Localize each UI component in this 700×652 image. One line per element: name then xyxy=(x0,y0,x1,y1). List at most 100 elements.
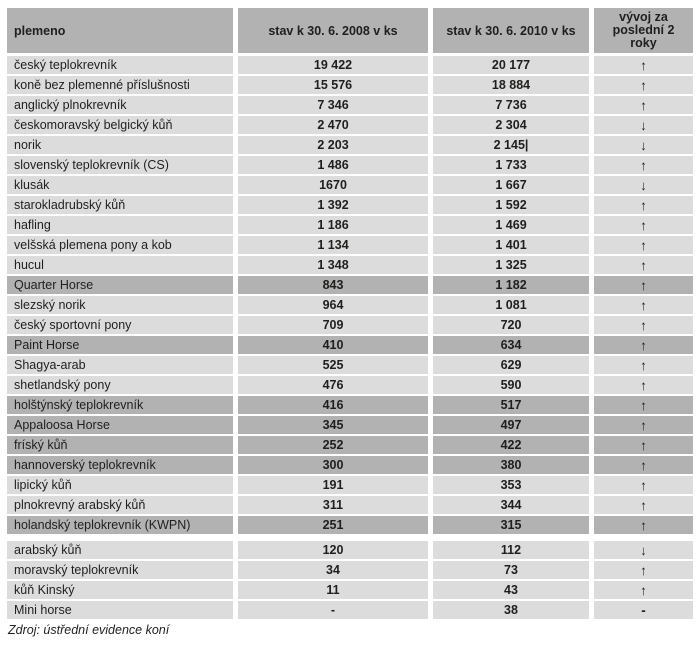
breed-cell: lipický kůň xyxy=(7,476,233,494)
trend-up-icon: ↑ xyxy=(594,581,693,599)
table-row: Shagya-arab 525 629 ↑ xyxy=(7,356,693,374)
breed-cell: český sportovní pony xyxy=(7,316,233,334)
value-2008-cell: 416 xyxy=(238,396,428,414)
value-2010-cell: 380 xyxy=(433,456,589,474)
table-row: arabský kůň 120 112 ↓ xyxy=(7,541,693,559)
trend-up-icon: ↑ xyxy=(594,476,693,494)
trend-up-icon: ↑ xyxy=(594,376,693,394)
table-row: hannoverský teplokrevník 300 380 ↑ xyxy=(7,456,693,474)
value-2010-cell: 1 469 xyxy=(433,216,589,234)
value-2010-cell: 1 667 xyxy=(433,176,589,194)
value-2008-cell: 1670 xyxy=(238,176,428,194)
breed-cell: kůň Kinský xyxy=(7,581,233,599)
value-2010-cell: 2 304 xyxy=(433,116,589,134)
value-2008-cell: 11 xyxy=(238,581,428,599)
table-bottom-body: arabský kůň 120 112 ↓ moravský teplokrevník 3… xyxy=(7,541,693,619)
trend-up-icon: ↑ xyxy=(594,256,693,274)
table-row: shetlandský pony 476 590 ↑ xyxy=(7,376,693,394)
table-row: plnokrevný arabský kůň 311 344 ↑ xyxy=(7,496,693,514)
value-2008-cell: 15 576 xyxy=(238,76,428,94)
table-row: český sportovní pony 709 720 ↑ xyxy=(7,316,693,334)
value-2008-cell: 1 486 xyxy=(238,156,428,174)
table-row: hucul 1 348 1 325 ↑ xyxy=(7,256,693,274)
value-2008-cell: 300 xyxy=(238,456,428,474)
value-2008-cell: 252 xyxy=(238,436,428,454)
breed-cell: plnokrevný arabský kůň xyxy=(7,496,233,514)
table-row: moravský teplokrevník 34 73 ↑ xyxy=(7,561,693,579)
breed-cell: Quarter Horse xyxy=(7,276,233,294)
value-2010-cell: 422 xyxy=(433,436,589,454)
trend-up-icon: ↑ xyxy=(594,416,693,434)
value-2008-cell: 34 xyxy=(238,561,428,579)
value-2008-cell: 120 xyxy=(238,541,428,559)
table-row: Appaloosa Horse 345 497 ↑ xyxy=(7,416,693,434)
breed-cell: anglický plnokrevník xyxy=(7,96,233,114)
table-row: kůň Kinský 11 43 ↑ xyxy=(7,581,693,599)
value-2010-cell: 112 xyxy=(433,541,589,559)
table-row: Mini horse -38- xyxy=(7,601,693,619)
header-cell-2010: stav k 30. 6. 2010 v ks xyxy=(433,8,589,53)
value-2008-cell: 345 xyxy=(238,416,428,434)
trend-down-icon: ↓ xyxy=(594,176,693,194)
table-row: starokladrubský kůň 1 392 1 592 ↑ xyxy=(7,196,693,214)
trend-up-icon: ↑ xyxy=(594,196,693,214)
breed-cell: moravský teplokrevník xyxy=(7,561,233,579)
value-2008-cell: 525 xyxy=(238,356,428,374)
value-2010-cell: 344 xyxy=(433,496,589,514)
breed-cell: holandský teplokrevník (KWPN) xyxy=(7,516,233,534)
table-row: holandský teplokrevník (KWPN) 251 315 ↑ xyxy=(7,516,693,534)
value-2010-cell: 2 145| xyxy=(433,136,589,154)
value-2008-cell: 476 xyxy=(238,376,428,394)
trend-up-icon: ↑ xyxy=(594,96,693,114)
breed-cell: fríský kůň xyxy=(7,436,233,454)
value-2010-cell: 1 081 xyxy=(433,296,589,314)
trend-up-icon: ↑ xyxy=(594,336,693,354)
trend-up-icon: ↑ xyxy=(594,516,693,534)
table-row: velšská plemena pony a kob 1 134 1 401 ↑ xyxy=(7,236,693,254)
breed-cell: Mini horse xyxy=(7,601,233,619)
value-2010-cell: 1 592 xyxy=(433,196,589,214)
trend-up-icon: ↑ xyxy=(594,276,693,294)
value-2010-cell: 1 182 xyxy=(433,276,589,294)
table-row: Paint Horse 410 634 ↑ xyxy=(7,336,693,354)
value-2008-cell: 1 392 xyxy=(238,196,428,214)
trend-up-icon: ↑ xyxy=(594,316,693,334)
trend-flat-dash: - xyxy=(594,601,693,619)
table-row: Quarter Horse 843 1 182 ↑ xyxy=(7,276,693,294)
table-row: hafling 1 186 1 469 ↑ xyxy=(7,216,693,234)
value-2010-cell: 18 884 xyxy=(433,76,589,94)
value-2010-cell: 629 xyxy=(433,356,589,374)
breed-cell: hannoverský teplokrevník xyxy=(7,456,233,474)
trend-up-icon: ↑ xyxy=(594,236,693,254)
value-2008-cell: - xyxy=(238,601,428,619)
table-row: koně bez plemenné příslušnosti 15 576 18 8… xyxy=(7,76,693,94)
value-2008-cell: 2 470 xyxy=(238,116,428,134)
value-2008-cell: 709 xyxy=(238,316,428,334)
value-2008-cell: 1 186 xyxy=(238,216,428,234)
trend-up-icon: ↑ xyxy=(594,561,693,579)
table-header-row: plemeno stav k 30. 6. 2008 v ks stav k 3… xyxy=(7,8,693,53)
trend-up-icon: ↑ xyxy=(594,396,693,414)
value-2010-cell: 590 xyxy=(433,376,589,394)
trend-up-icon: ↑ xyxy=(594,496,693,514)
trend-up-icon: ↑ xyxy=(594,356,693,374)
value-2008-cell: 19 422 xyxy=(238,56,428,74)
value-2008-cell: 7 346 xyxy=(238,96,428,114)
trend-up-icon: ↑ xyxy=(594,436,693,454)
breed-cell: slovenský teplokrevník (CS) xyxy=(7,156,233,174)
value-2008-cell: 410 xyxy=(238,336,428,354)
value-2010-cell: 1 401 xyxy=(433,236,589,254)
trend-down-icon: ↓ xyxy=(594,136,693,154)
horse-breeds-table: plemeno stav k 30. 6. 2008 v ks stav k 3… xyxy=(7,8,693,637)
value-2010-cell: 73 xyxy=(433,561,589,579)
table-row: fríský kůň 252 422 ↑ xyxy=(7,436,693,454)
trend-up-icon: ↑ xyxy=(594,56,693,74)
header-cell-breed: plemeno xyxy=(7,8,233,53)
breed-cell: starokladrubský kůň xyxy=(7,196,233,214)
value-2008-cell: 1 348 xyxy=(238,256,428,274)
breed-cell: hucul xyxy=(7,256,233,274)
table-row: klusák 1670 1 667 ↓ xyxy=(7,176,693,194)
breed-cell: českomoravský belgický kůň xyxy=(7,116,233,134)
value-2010-cell: 1 733 xyxy=(433,156,589,174)
value-2010-cell: 353 xyxy=(433,476,589,494)
